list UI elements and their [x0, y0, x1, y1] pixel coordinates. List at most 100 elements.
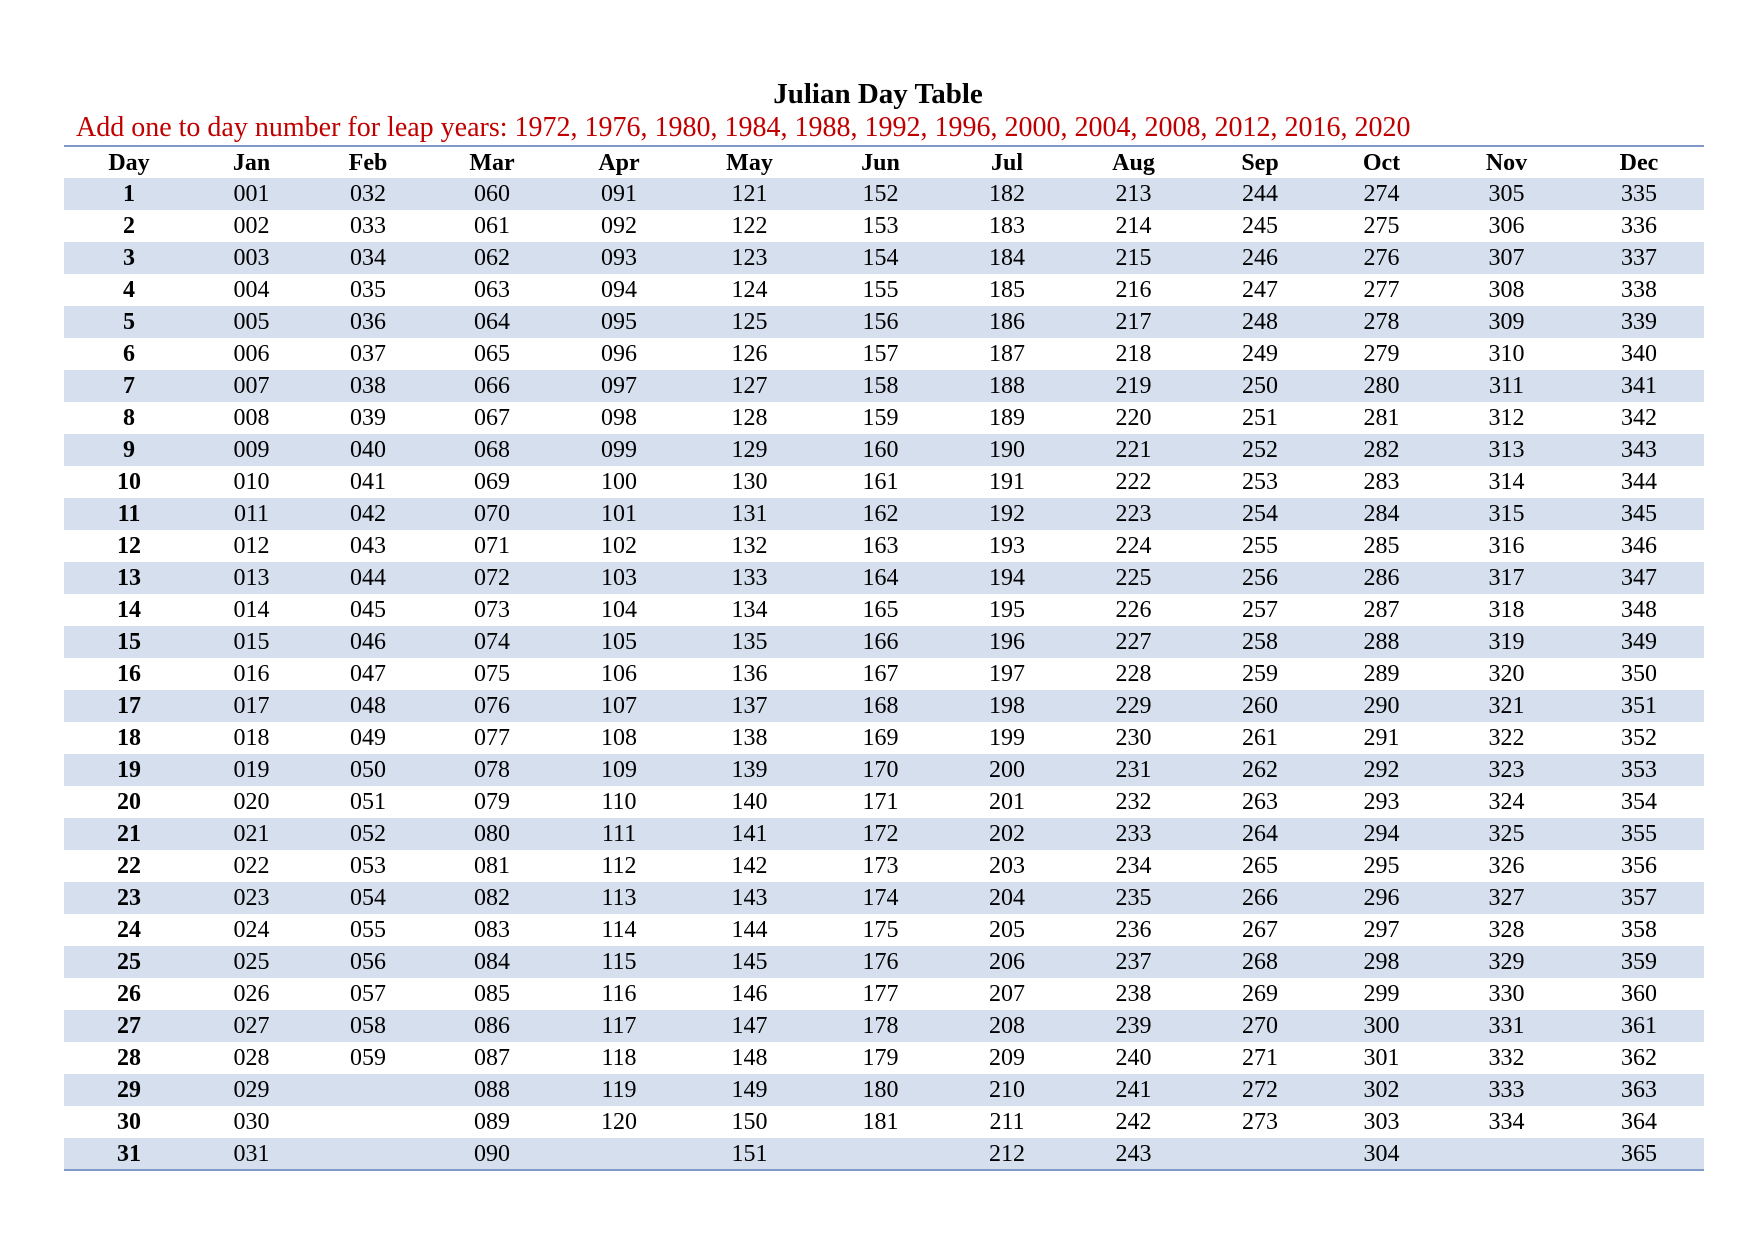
julian-day-cell: 097: [557, 370, 681, 402]
julian-day-cell: 334: [1488, 1109, 1525, 1135]
julian-day-cell: 115: [557, 946, 681, 978]
julian-day-cell: 009: [194, 434, 309, 466]
julian-day-cell: 233: [1071, 818, 1196, 850]
julian-day-cell: 357: [1574, 882, 1704, 914]
julian-day-cell: 108: [601, 725, 637, 751]
day-number-cell: 21: [64, 818, 194, 850]
julian-day-cell: 342: [1621, 405, 1657, 431]
column-header-may: May: [726, 149, 773, 176]
julian-day-cell: 180: [818, 1074, 943, 1106]
julian-day-cell: 053: [350, 853, 386, 879]
table-row: 3 003 034 062 093 123 154 184 215 246 276 307 337: [64, 242, 1704, 274]
table-row: 17 017 048 076 107 137 168 198 229 260 290 321 351: [64, 690, 1704, 722]
julian-day-cell: 330: [1488, 981, 1525, 1007]
julian-day-cell: 159: [862, 405, 899, 431]
julian-day-cell: 251: [1242, 405, 1278, 431]
julian-day-cell: 148: [731, 1045, 768, 1071]
julian-day-cell: 124: [731, 277, 768, 303]
table-row: 2 002 033 061 092 122 153 183 214 245 275 306 336: [64, 210, 1704, 242]
julian-day-cell: 351: [1574, 690, 1704, 722]
julian-day-cell: 100: [601, 469, 637, 495]
julian-day-cell: 276: [1324, 242, 1439, 274]
julian-day-cell: 019: [194, 754, 309, 786]
julian-day-cell: 356: [1621, 853, 1657, 879]
julian-day-cell: 210: [943, 1074, 1071, 1106]
julian-day-cell: 030: [233, 1109, 270, 1135]
julian-day-cell: 339: [1574, 306, 1704, 338]
julian-day-cell: 192: [943, 498, 1071, 530]
julian-day-cell: 013: [194, 562, 309, 594]
julian-day-cell: 195: [989, 597, 1025, 623]
julian-day-cell: 044: [309, 562, 427, 594]
julian-day-cell: 096: [601, 341, 637, 367]
julian-day-cell: 363: [1574, 1074, 1704, 1106]
julian-day-cell: 098: [601, 405, 637, 431]
julian-day-cell: 153: [862, 213, 899, 239]
column-header-jul: Jul: [990, 149, 1023, 176]
julian-day-cell: 120: [601, 1109, 637, 1135]
julian-day-cell: 129: [681, 434, 818, 466]
julian-day-cell: 281: [1363, 405, 1400, 431]
julian-day-cell: 286: [1324, 562, 1439, 594]
julian-day-cell: [1196, 1138, 1324, 1171]
day-number-cell: 8: [123, 405, 135, 431]
julian-day-cell: 322: [1488, 725, 1525, 751]
julian-day-cell: 182: [943, 178, 1071, 210]
table-row: 9 009 040 068 099 129 160 190 221 252 282 313 343: [64, 434, 1704, 466]
julian-day-cell: 329: [1439, 946, 1574, 978]
julian-day-cell: [309, 1074, 427, 1106]
julian-day-cell: 014: [233, 597, 270, 623]
julian-day-cell: 016: [233, 661, 270, 687]
julian-day-cell: 024: [233, 917, 270, 943]
julian-day-cell: 267: [1242, 917, 1278, 943]
julian-day-cell: 211: [989, 1109, 1025, 1135]
julian-day-cell: 106: [601, 661, 637, 687]
julian-day-cell: 079: [474, 789, 510, 815]
day-number-cell: 22: [117, 853, 141, 879]
julian-day-cell: 290: [1324, 690, 1439, 722]
julian-day-cell: 070: [427, 498, 557, 530]
julian-day-cell: 256: [1196, 562, 1324, 594]
julian-day-cell: 018: [233, 725, 270, 751]
day-number-cell: 20: [117, 789, 141, 815]
julian-day-cell: 040: [309, 434, 427, 466]
julian-day-cell: 343: [1574, 434, 1704, 466]
julian-day-cell: 143: [681, 882, 818, 914]
julian-day-cell: 132: [731, 533, 768, 559]
julian-day-cell: 112: [601, 853, 637, 879]
table-row: 25 025 056 084 115 145 176 206 237 268 298 329 359: [64, 946, 1704, 978]
column-header-nov: Nov: [1485, 149, 1528, 176]
table-row: 31 031 090 151 212 243 304 365: [64, 1138, 1704, 1171]
julian-day-cell: 078: [427, 754, 557, 786]
julian-day-cell: 355: [1574, 818, 1704, 850]
julian-day-cell: 216: [1115, 277, 1152, 303]
julian-day-cell: 347: [1574, 562, 1704, 594]
julian-day-cell: 173: [862, 853, 899, 879]
julian-day-cell: 282: [1324, 434, 1439, 466]
julian-day-cell: 247: [1242, 277, 1278, 303]
julian-day-cell: 134: [731, 597, 768, 623]
julian-day-cell: 017: [194, 690, 309, 722]
julian-day-cell: 122: [731, 213, 768, 239]
julian-day-cell: 349: [1574, 626, 1704, 658]
julian-day-cell: 207: [989, 981, 1025, 1007]
julian-day-cell: 090: [427, 1138, 557, 1171]
julian-day-cell: 305: [1439, 178, 1574, 210]
julian-day-cell: 200: [943, 754, 1071, 786]
julian-day-cell: 128: [731, 405, 768, 431]
julian-day-cell: 191: [989, 469, 1025, 495]
julian-day-cell: 087: [474, 1045, 510, 1071]
day-number-cell: 1: [64, 178, 194, 210]
julian-day-cell: 221: [1071, 434, 1196, 466]
column-header-sep: Sep: [1241, 149, 1279, 176]
julian-day-cell: 280: [1324, 370, 1439, 402]
julian-day-cell: 239: [1071, 1010, 1196, 1042]
julian-day-cell: 272: [1196, 1074, 1324, 1106]
day-number-cell: 12: [117, 533, 141, 559]
julian-day-cell: 109: [557, 754, 681, 786]
julian-day-cell: 360: [1621, 981, 1657, 1007]
julian-day-cell: 178: [818, 1010, 943, 1042]
julian-day-cell: 031: [194, 1138, 309, 1171]
julian-day-cell: 027: [194, 1010, 309, 1042]
julian-day-cell: 241: [1071, 1074, 1196, 1106]
